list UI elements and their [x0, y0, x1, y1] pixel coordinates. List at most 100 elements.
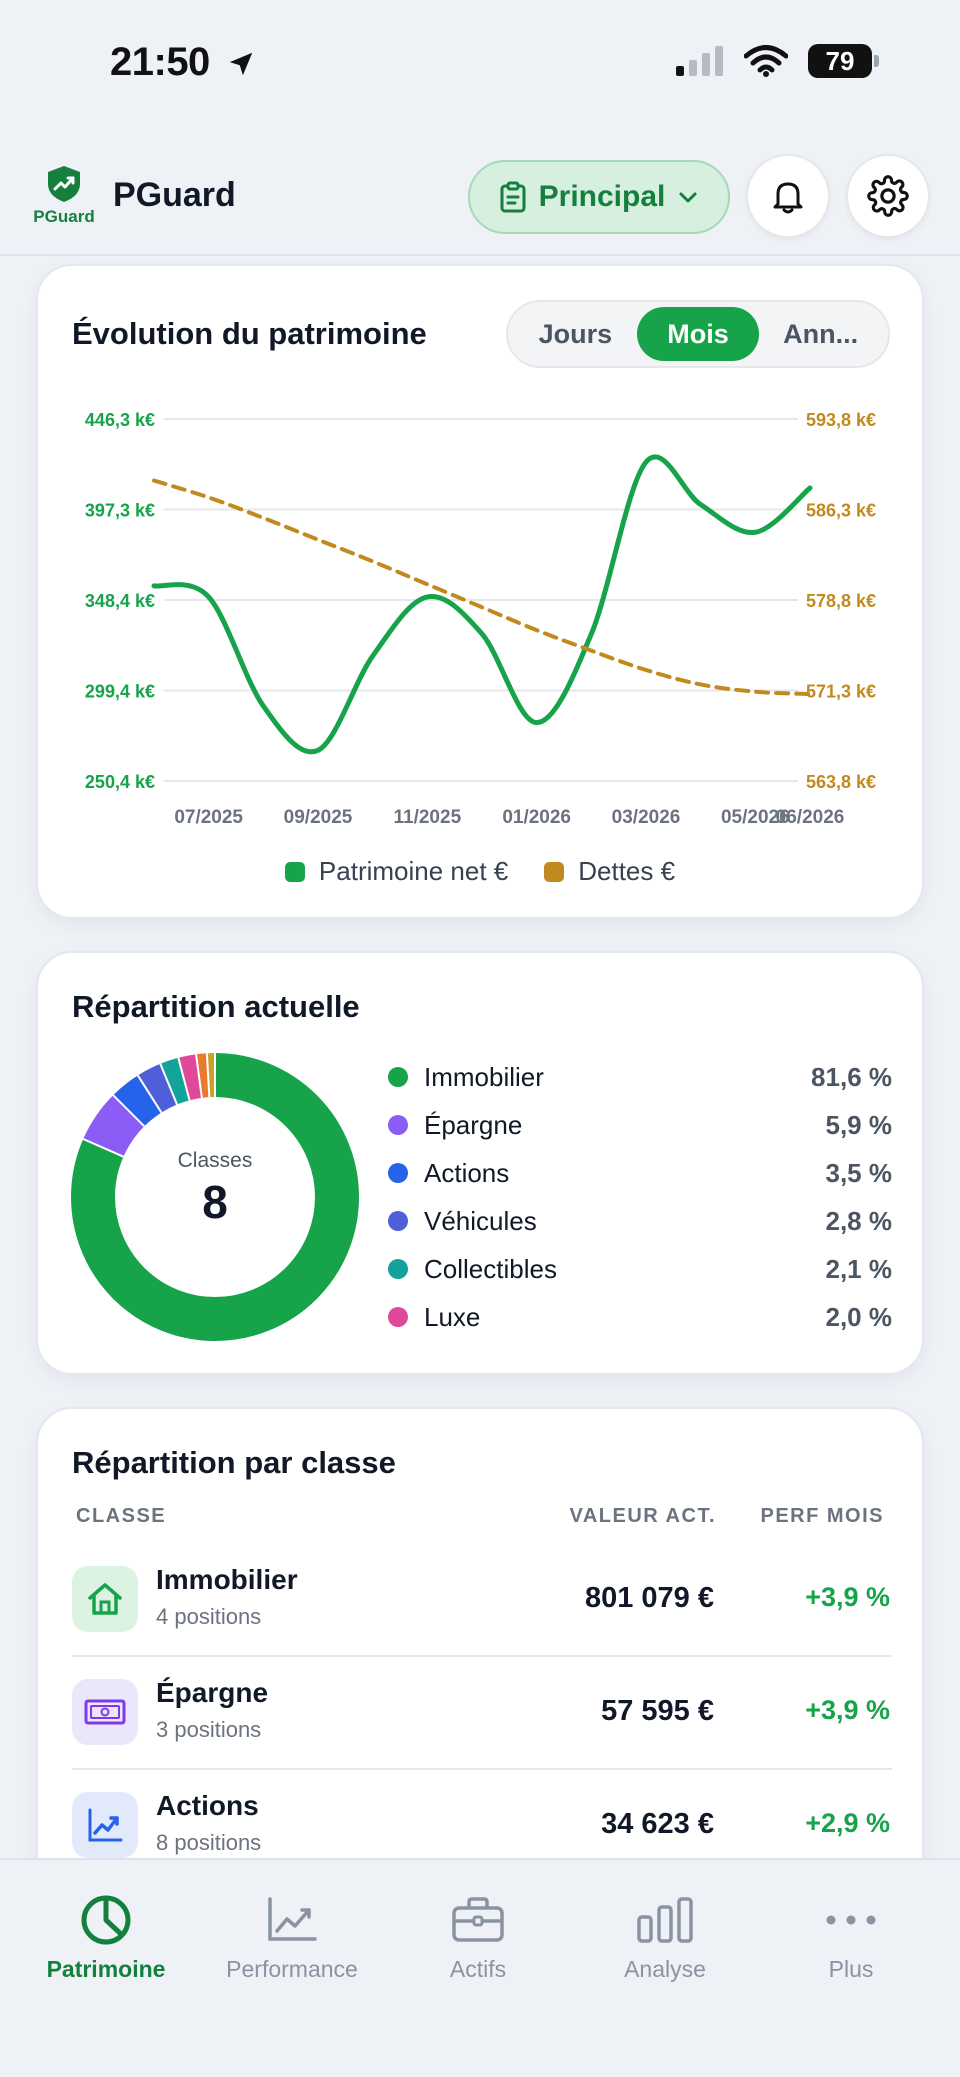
allocation-legend-row[interactable]: Véhicules 2,8 %	[388, 1197, 892, 1245]
app-header: PGuard PGuard Principal	[0, 150, 960, 256]
class-value: 57 595 €	[601, 1695, 714, 1727]
legend-item-debts[interactable]: Dettes €	[544, 856, 675, 887]
allocation-color-dot	[388, 1211, 408, 1231]
gear-icon	[867, 175, 909, 217]
allocation-name: Actions	[424, 1157, 510, 1188]
allocation-legend-list: Immobilier 81,6 % Épargne 5,9 % Actions 3,5 %…	[388, 1053, 892, 1341]
portfolio-selector-button[interactable]: Principal	[468, 160, 730, 234]
donut-slice-separator	[112, 1094, 145, 1127]
series-line-debts	[152, 478, 812, 697]
right-axis-tick-label: 578,8 k€	[806, 591, 876, 611]
allocation-name: Véhicules	[424, 1205, 537, 1236]
app-name: PGuard	[113, 176, 236, 214]
donut-center-label: Classes	[177, 1149, 253, 1172]
allocation-color-dot	[388, 1307, 408, 1327]
tab-actifs[interactable]: Actifs	[388, 1890, 568, 1983]
allocation-color-dot	[388, 1067, 408, 1087]
class-positions: 8 positions	[156, 1830, 262, 1855]
allocation-legend-row[interactable]: Immobilier 81,6 %	[388, 1053, 892, 1101]
logo-text: PGuard	[33, 207, 95, 226]
allocation-percent: 3,5 %	[825, 1157, 893, 1188]
chart-legend: Patrimoine net € Dettes €	[38, 856, 922, 887]
status-bar: 21:50 79	[0, 0, 960, 120]
allocation-card: Répartition actuelle Classes 8 Immobilie…	[36, 951, 924, 1375]
battery-indicator: 79	[808, 44, 879, 78]
column-header-class: CLASSE	[76, 1505, 167, 1527]
settings-button[interactable]	[846, 154, 930, 238]
x-axis-tick-label: 07/2025	[174, 807, 243, 828]
allocation-donut-chart	[71, 1053, 359, 1341]
cellular-signal-icon	[676, 46, 723, 76]
notifications-button[interactable]	[746, 154, 830, 238]
tab-analyse[interactable]: Analyse	[575, 1890, 755, 1983]
bell-icon	[773, 182, 803, 214]
bar-chart-icon	[637, 1897, 693, 1943]
chevron-down-icon	[679, 192, 697, 203]
period-days-tab[interactable]: Jours	[538, 318, 613, 349]
status-indicators: 79	[676, 44, 879, 78]
allocation-legend-row[interactable]: Collectibles 2,1 %	[388, 1245, 892, 1293]
allocation-legend-row[interactable]: Actions 3,5 %	[388, 1149, 892, 1197]
wifi-icon	[744, 45, 788, 77]
x-axis-tick-label: 09/2025	[284, 807, 353, 828]
right-axis-tick-label: 563,8 k€	[806, 772, 876, 792]
class-icon-badge	[72, 1679, 138, 1745]
x-axis-tick-label: 05/2026	[721, 807, 790, 828]
right-axis-tick-label: 586,3 k€	[806, 501, 876, 521]
period-years-tab[interactable]: Ann...	[783, 318, 859, 349]
class-row-epargne[interactable]: Épargne 3 positions 57 595 € +3,9 %	[72, 1657, 892, 1770]
evolution-title: Évolution du patrimoine	[72, 316, 427, 351]
donut-slice-separator	[136, 1074, 163, 1114]
shield-chart-icon	[48, 166, 80, 202]
allocation-color-dot	[388, 1163, 408, 1183]
x-axis-tick-label: 11/2025	[394, 807, 462, 828]
tab-label: Plus	[828, 1956, 874, 1982]
donut-center-value: 8	[202, 1176, 228, 1228]
left-axis-tick-label: 397,3 k€	[85, 501, 155, 521]
legend-item-net-worth[interactable]: Patrimoine net €	[284, 856, 509, 887]
class-perf: +2,9 %	[805, 1808, 890, 1838]
class-row-immobilier[interactable]: Immobilier 4 positions 801 079 € +3,9 %	[72, 1544, 892, 1657]
location-arrow-icon	[230, 53, 253, 76]
allocation-legend-row[interactable]: Épargne 5,9 %	[388, 1101, 892, 1149]
left-axis-tick-label: 299,4 k€	[85, 682, 155, 702]
x-axis-tick-label: 06/2026	[776, 807, 845, 828]
tab-plus[interactable]: Plus	[761, 1890, 941, 1983]
allocation-name: Luxe	[424, 1301, 481, 1332]
left-axis-tick-label: 250,4 k€	[85, 772, 155, 792]
column-header-perf: PERF MOIS	[760, 1505, 884, 1527]
class-positions: 4 positions	[156, 1604, 262, 1629]
class-perf: +3,9 %	[805, 1695, 890, 1725]
allocation-legend-row[interactable]: Luxe 2,0 %	[388, 1293, 892, 1341]
allocation-color-dot	[388, 1115, 408, 1135]
legend-swatch-green	[284, 861, 305, 882]
portfolio-label: Principal	[538, 180, 666, 213]
left-axis-tick-label: 446,3 k€	[85, 410, 155, 430]
legend-label-debts: Dettes €	[578, 856, 676, 886]
class-row-actions[interactable]: Actions 8 positions 34 623 € +2,9 %	[72, 1770, 892, 1883]
allocation-name: Épargne	[424, 1109, 523, 1140]
status-time-text: 21:50	[110, 40, 210, 84]
status-time: 21:50	[110, 40, 256, 85]
period-months-tab[interactable]: Mois	[636, 307, 760, 361]
tab-patrimoine[interactable]: Patrimoine	[16, 1890, 196, 1983]
tab-label: Performance	[226, 1956, 358, 1982]
class-icon-badge	[72, 1566, 138, 1632]
tab-performance[interactable]: Performance	[202, 1890, 382, 1983]
class-breakdown-card: Répartition par classe CLASSE VALEUR ACT…	[36, 1407, 924, 1967]
allocation-percent: 2,1 %	[825, 1253, 893, 1284]
series-line-net-worth	[151, 454, 813, 755]
class-perf: +3,9 %	[805, 1582, 890, 1612]
tab-label: Analyse	[624, 1956, 706, 1982]
class-icon-badge	[72, 1792, 138, 1858]
class-positions: 3 positions	[156, 1717, 262, 1742]
class-value: 801 079 €	[584, 1582, 714, 1614]
allocation-color-dot	[388, 1259, 408, 1279]
clipboard-icon	[500, 181, 526, 213]
trend-chart-icon	[88, 1808, 123, 1842]
allocation-percent: 5,9 %	[825, 1109, 893, 1140]
legend-label-net-worth: Patrimoine net €	[318, 856, 509, 886]
tab-label: Actifs	[449, 1956, 507, 1982]
right-axis-tick-label: 593,8 k€	[806, 410, 876, 430]
left-axis-tick-label: 348,4 k€	[85, 591, 155, 611]
